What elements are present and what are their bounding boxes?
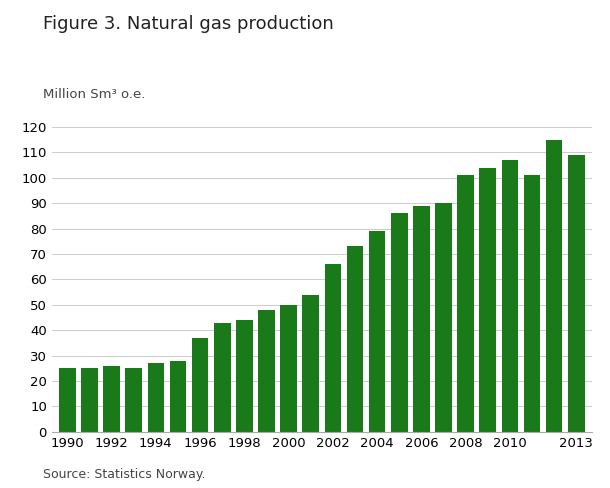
Bar (346, 246, 364, 432)
Bar (501, 160, 518, 432)
Bar (413, 205, 429, 432)
Bar (369, 231, 386, 432)
Bar (103, 366, 120, 432)
Bar (148, 363, 164, 432)
Bar (236, 320, 253, 432)
Bar (523, 175, 540, 432)
Bar (479, 167, 496, 432)
Bar (546, 140, 562, 432)
Bar (303, 295, 319, 432)
Text: Million Sm³ o.e.: Million Sm³ o.e. (43, 88, 145, 101)
Bar (568, 155, 584, 432)
Bar (280, 305, 297, 432)
Bar (126, 368, 142, 432)
Bar (458, 175, 474, 432)
Bar (170, 361, 186, 432)
Bar (59, 368, 76, 432)
Text: Source: Statistics Norway.: Source: Statistics Norway. (43, 468, 205, 481)
Bar (391, 213, 407, 432)
Bar (435, 203, 452, 432)
Bar (192, 338, 209, 432)
Bar (81, 368, 98, 432)
Bar (258, 310, 274, 432)
Bar (325, 264, 341, 432)
Text: Figure 3. Natural gas production: Figure 3. Natural gas production (43, 15, 334, 33)
Bar (214, 323, 231, 432)
